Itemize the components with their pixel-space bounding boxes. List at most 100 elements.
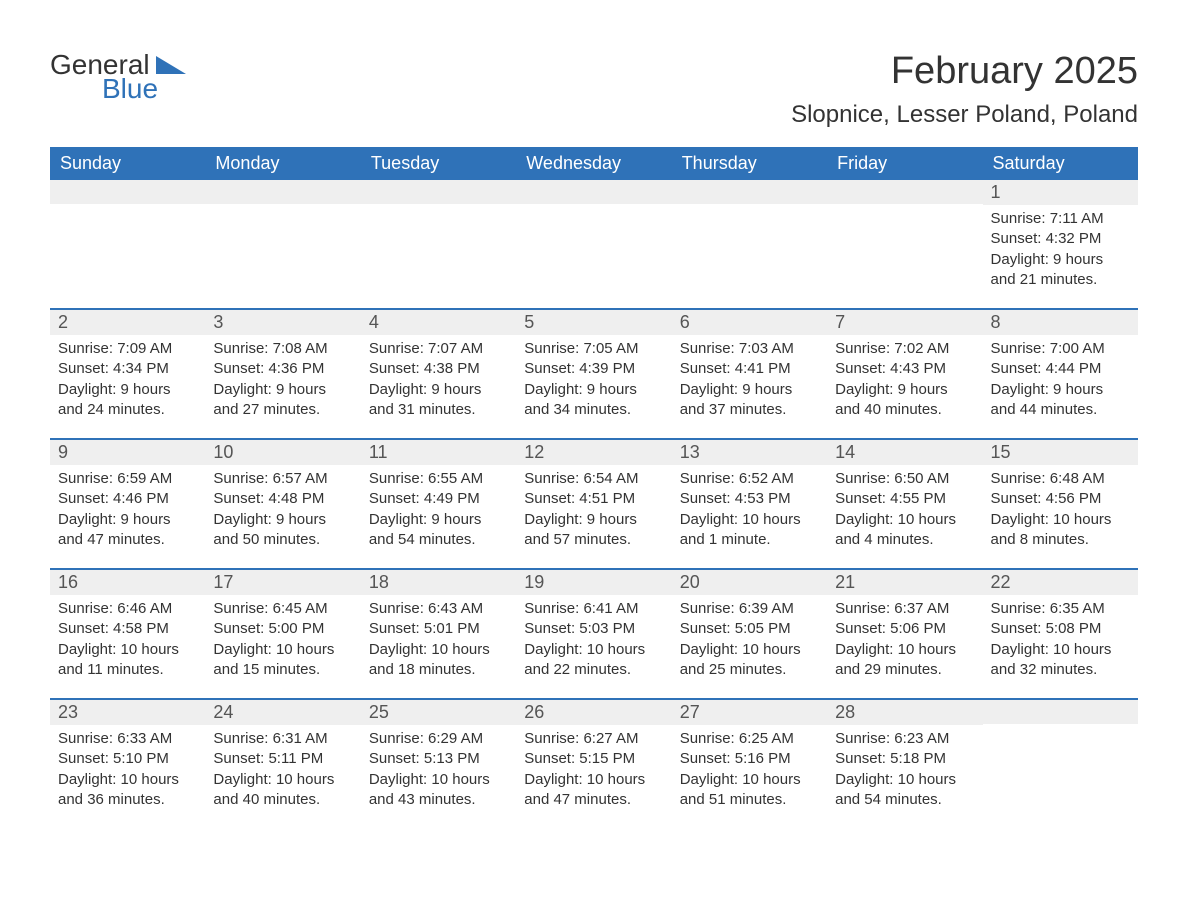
- day-number: 10: [205, 440, 360, 465]
- day-number: 28: [827, 700, 982, 725]
- sunrise-text: Sunrise: 6:48 AM: [991, 469, 1130, 489]
- day-cell: 27Sunrise: 6:25 AMSunset: 5:16 PMDayligh…: [672, 700, 827, 828]
- sunset-text: Sunset: 4:34 PM: [58, 359, 197, 379]
- sunset-text: Sunset: 5:05 PM: [680, 619, 819, 639]
- sunset-text: Sunset: 5:03 PM: [524, 619, 663, 639]
- month-title: February 2025: [791, 50, 1138, 93]
- daylight-text: Daylight: 10 hours and 29 minutes.: [835, 640, 974, 681]
- daylight-text: Daylight: 9 hours and 21 minutes.: [991, 250, 1130, 291]
- logo-blue: Blue: [102, 75, 186, 103]
- days-of-week-row: SundayMondayTuesdayWednesdayThursdayFrid…: [50, 147, 1138, 180]
- dow-sunday: Sunday: [50, 147, 205, 180]
- daylight-text: Daylight: 10 hours and 18 minutes.: [369, 640, 508, 681]
- day-body: Sunrise: 6:39 AMSunset: 5:05 PMDaylight:…: [672, 595, 827, 690]
- day-cell: 1Sunrise: 7:11 AMSunset: 4:32 PMDaylight…: [983, 180, 1138, 308]
- day-number: 1: [983, 180, 1138, 205]
- daylight-text: Daylight: 10 hours and 22 minutes.: [524, 640, 663, 681]
- day-body: Sunrise: 6:31 AMSunset: 5:11 PMDaylight:…: [205, 725, 360, 820]
- sunset-text: Sunset: 4:46 PM: [58, 489, 197, 509]
- day-cell: 22Sunrise: 6:35 AMSunset: 5:08 PMDayligh…: [983, 570, 1138, 698]
- day-cell: [827, 180, 982, 308]
- dow-wednesday: Wednesday: [516, 147, 671, 180]
- daylight-text: Daylight: 10 hours and 43 minutes.: [369, 770, 508, 811]
- day-cell: [983, 700, 1138, 828]
- week-row: 9Sunrise: 6:59 AMSunset: 4:46 PMDaylight…: [50, 438, 1138, 568]
- week-row: 23Sunrise: 6:33 AMSunset: 5:10 PMDayligh…: [50, 698, 1138, 828]
- day-number: [205, 180, 360, 204]
- day-number: 26: [516, 700, 671, 725]
- day-number: 21: [827, 570, 982, 595]
- sunrise-text: Sunrise: 7:03 AM: [680, 339, 819, 359]
- day-number: 5: [516, 310, 671, 335]
- dow-thursday: Thursday: [672, 147, 827, 180]
- day-cell: 20Sunrise: 6:39 AMSunset: 5:05 PMDayligh…: [672, 570, 827, 698]
- sunset-text: Sunset: 4:38 PM: [369, 359, 508, 379]
- dow-tuesday: Tuesday: [361, 147, 516, 180]
- sunrise-text: Sunrise: 6:55 AM: [369, 469, 508, 489]
- day-cell: 23Sunrise: 6:33 AMSunset: 5:10 PMDayligh…: [50, 700, 205, 828]
- sunrise-text: Sunrise: 6:27 AM: [524, 729, 663, 749]
- sunrise-text: Sunrise: 7:09 AM: [58, 339, 197, 359]
- day-number: 13: [672, 440, 827, 465]
- day-number: 2: [50, 310, 205, 335]
- day-body: Sunrise: 7:07 AMSunset: 4:38 PMDaylight:…: [361, 335, 516, 430]
- daylight-text: Daylight: 9 hours and 54 minutes.: [369, 510, 508, 551]
- day-cell: 8Sunrise: 7:00 AMSunset: 4:44 PMDaylight…: [983, 310, 1138, 438]
- day-cell: 15Sunrise: 6:48 AMSunset: 4:56 PMDayligh…: [983, 440, 1138, 568]
- day-cell: 2Sunrise: 7:09 AMSunset: 4:34 PMDaylight…: [50, 310, 205, 438]
- day-cell: 16Sunrise: 6:46 AMSunset: 4:58 PMDayligh…: [50, 570, 205, 698]
- sunrise-text: Sunrise: 6:57 AM: [213, 469, 352, 489]
- day-body: Sunrise: 6:45 AMSunset: 5:00 PMDaylight:…: [205, 595, 360, 690]
- day-body: Sunrise: 6:37 AMSunset: 5:06 PMDaylight:…: [827, 595, 982, 690]
- daylight-text: Daylight: 10 hours and 11 minutes.: [58, 640, 197, 681]
- daylight-text: Daylight: 9 hours and 40 minutes.: [835, 380, 974, 421]
- day-number: [516, 180, 671, 204]
- daylight-text: Daylight: 10 hours and 32 minutes.: [991, 640, 1130, 681]
- sunrise-text: Sunrise: 6:52 AM: [680, 469, 819, 489]
- sunrise-text: Sunrise: 6:39 AM: [680, 599, 819, 619]
- sunrise-text: Sunrise: 6:25 AM: [680, 729, 819, 749]
- daylight-text: Daylight: 10 hours and 51 minutes.: [680, 770, 819, 811]
- sunset-text: Sunset: 4:49 PM: [369, 489, 508, 509]
- day-body: Sunrise: 6:50 AMSunset: 4:55 PMDaylight:…: [827, 465, 982, 560]
- day-body: Sunrise: 7:02 AMSunset: 4:43 PMDaylight:…: [827, 335, 982, 430]
- sunrise-text: Sunrise: 6:43 AM: [369, 599, 508, 619]
- logo-text-block: General Blue: [50, 50, 186, 103]
- daylight-text: Daylight: 10 hours and 25 minutes.: [680, 640, 819, 681]
- sunrise-text: Sunrise: 7:00 AM: [991, 339, 1130, 359]
- day-number: 27: [672, 700, 827, 725]
- day-number: [361, 180, 516, 204]
- day-body: Sunrise: 7:03 AMSunset: 4:41 PMDaylight:…: [672, 335, 827, 430]
- day-cell: 25Sunrise: 6:29 AMSunset: 5:13 PMDayligh…: [361, 700, 516, 828]
- sunset-text: Sunset: 5:10 PM: [58, 749, 197, 769]
- sunset-text: Sunset: 5:13 PM: [369, 749, 508, 769]
- day-cell: 7Sunrise: 7:02 AMSunset: 4:43 PMDaylight…: [827, 310, 982, 438]
- sunrise-text: Sunrise: 6:37 AM: [835, 599, 974, 619]
- day-cell: 13Sunrise: 6:52 AMSunset: 4:53 PMDayligh…: [672, 440, 827, 568]
- daylight-text: Daylight: 10 hours and 47 minutes.: [524, 770, 663, 811]
- day-body: Sunrise: 7:09 AMSunset: 4:34 PMDaylight:…: [50, 335, 205, 430]
- day-body: Sunrise: 6:25 AMSunset: 5:16 PMDaylight:…: [672, 725, 827, 820]
- day-body: Sunrise: 7:00 AMSunset: 4:44 PMDaylight:…: [983, 335, 1138, 430]
- sunrise-text: Sunrise: 6:46 AM: [58, 599, 197, 619]
- day-cell: 17Sunrise: 6:45 AMSunset: 5:00 PMDayligh…: [205, 570, 360, 698]
- day-body: Sunrise: 6:41 AMSunset: 5:03 PMDaylight:…: [516, 595, 671, 690]
- day-cell: [50, 180, 205, 308]
- sunrise-text: Sunrise: 7:11 AM: [991, 209, 1130, 229]
- daylight-text: Daylight: 9 hours and 31 minutes.: [369, 380, 508, 421]
- day-number: 19: [516, 570, 671, 595]
- sunset-text: Sunset: 4:51 PM: [524, 489, 663, 509]
- sunrise-text: Sunrise: 6:31 AM: [213, 729, 352, 749]
- day-body: Sunrise: 6:27 AMSunset: 5:15 PMDaylight:…: [516, 725, 671, 820]
- day-number: 4: [361, 310, 516, 335]
- sunset-text: Sunset: 4:44 PM: [991, 359, 1130, 379]
- calendar: SundayMondayTuesdayWednesdayThursdayFrid…: [50, 147, 1138, 828]
- sunrise-text: Sunrise: 6:35 AM: [991, 599, 1130, 619]
- day-cell: 18Sunrise: 6:43 AMSunset: 5:01 PMDayligh…: [361, 570, 516, 698]
- day-cell: 9Sunrise: 6:59 AMSunset: 4:46 PMDaylight…: [50, 440, 205, 568]
- day-cell: 6Sunrise: 7:03 AMSunset: 4:41 PMDaylight…: [672, 310, 827, 438]
- day-number: 3: [205, 310, 360, 335]
- day-number: 18: [361, 570, 516, 595]
- sunrise-text: Sunrise: 6:54 AM: [524, 469, 663, 489]
- sunset-text: Sunset: 5:18 PM: [835, 749, 974, 769]
